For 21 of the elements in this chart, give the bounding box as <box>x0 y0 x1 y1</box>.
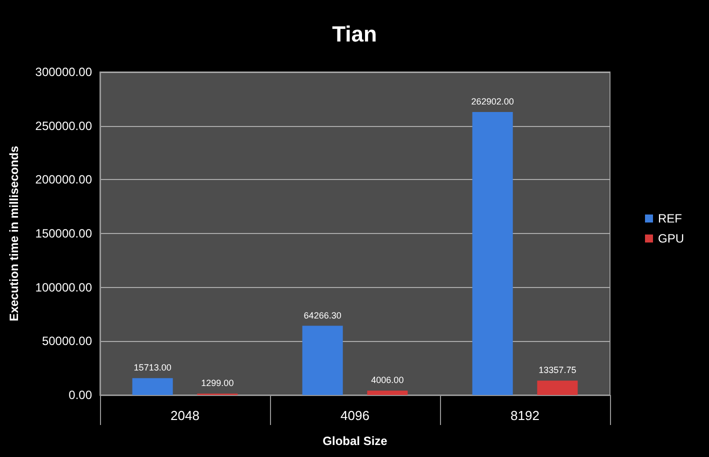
y-tick-label: 250000.00 <box>35 118 92 133</box>
data-label: 4006.00 <box>371 375 404 386</box>
legend-label: GPU <box>658 232 684 246</box>
y-tick-label: 50000.00 <box>42 334 92 348</box>
x-tick-label: 2048 <box>170 408 200 423</box>
data-label: 262902.00 <box>471 96 514 106</box>
y-tick-label: 0.00 <box>68 388 92 402</box>
x-tick-label: 8192 <box>510 408 540 423</box>
legend-label: REF <box>658 212 682 226</box>
chart-title: Tian <box>332 22 377 46</box>
x-axis-title: Global Size <box>322 434 388 448</box>
y-tick-label: 150000.00 <box>35 226 92 240</box>
y-tick-label: 200000.00 <box>35 172 92 187</box>
data-label: 13357.75 <box>538 365 576 376</box>
data-label: 64266.30 <box>304 310 342 320</box>
y-tick-label: 300000.00 <box>35 65 92 79</box>
y-tick-label: 100000.00 <box>35 280 92 294</box>
x-tick-label: 4096 <box>340 408 370 423</box>
data-label: 1299.00 <box>201 378 234 388</box>
y-axis-title: Execution time in milliseconds <box>7 145 21 322</box>
data-label: 15713.00 <box>134 362 172 373</box>
